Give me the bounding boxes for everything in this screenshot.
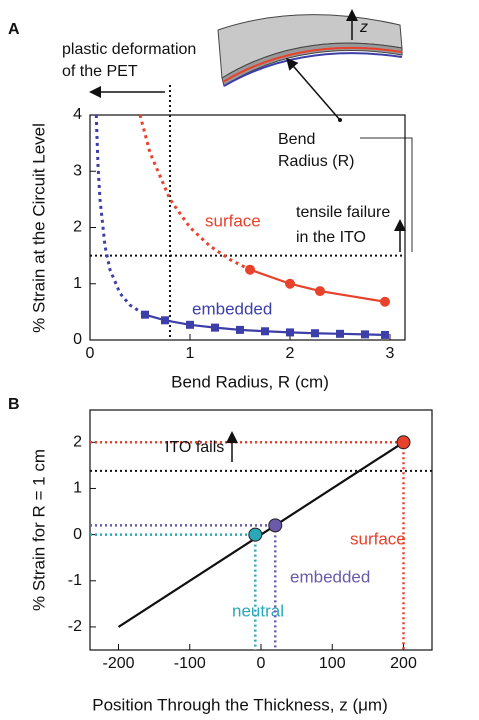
annotation: in the ITO <box>296 229 366 246</box>
marker <box>141 310 149 319</box>
annotation: tensile failure <box>296 204 390 221</box>
y-axis-label: % Strain at the Circuit Level <box>29 123 48 333</box>
marker <box>361 330 369 339</box>
x-tick-label: 200 <box>390 655 417 672</box>
y-tick-label: 1 <box>73 275 82 292</box>
marker <box>268 518 283 533</box>
series-label: embedded <box>290 567 370 586</box>
axis-symbol: z <box>359 19 368 36</box>
series-line <box>249 268 386 303</box>
y-tick-label: 0 <box>73 331 82 348</box>
annotation: plastic deformation <box>62 41 196 58</box>
marker <box>315 286 325 297</box>
annotation: of the PET <box>62 63 138 80</box>
y-axis-label: % Strain for R = 1 cm <box>29 449 48 611</box>
x-tick-label: 1 <box>186 345 195 362</box>
x-tick-label: -100 <box>174 655 206 672</box>
x-axis-label: Position Through the Thickness, z (μm) <box>92 695 387 714</box>
sheet-illustration <box>217 9 413 252</box>
marker <box>285 278 295 289</box>
marker <box>381 330 389 339</box>
series-label: surface <box>350 529 406 548</box>
x-tick-label: 2 <box>286 345 295 362</box>
series-line <box>138 114 251 272</box>
marker <box>380 296 390 307</box>
series-label: surface <box>205 211 261 230</box>
panel-label: A <box>8 21 20 38</box>
annotation: ITO fails <box>165 439 224 456</box>
y-tick-label: -1 <box>68 572 82 589</box>
marker <box>236 325 244 334</box>
y-tick-label: 2 <box>73 219 82 236</box>
marker <box>245 264 255 275</box>
marker <box>336 329 344 338</box>
series-line <box>94 114 146 316</box>
panel-label: B <box>8 396 20 413</box>
y-tick-label: 2 <box>73 434 82 451</box>
marker <box>161 316 169 325</box>
x-tick-label: -200 <box>102 655 134 672</box>
y-tick-label: 0 <box>73 526 82 543</box>
marker <box>311 329 319 338</box>
y-tick-label: 1 <box>73 480 82 497</box>
x-axis-label: Bend Radius, R (cm) <box>171 372 329 391</box>
x-tick-label: 0 <box>257 655 266 672</box>
marker <box>261 327 269 336</box>
marker <box>248 527 263 542</box>
marker <box>211 323 219 332</box>
series-label: neutral <box>232 601 284 620</box>
marker <box>396 435 411 450</box>
annotation: Radius (R) <box>278 153 354 170</box>
x-tick-label: 100 <box>319 655 346 672</box>
marker <box>186 320 194 329</box>
y-tick-label: -2 <box>68 618 82 635</box>
series-label: embedded <box>192 299 272 318</box>
x-tick-label: 0 <box>86 345 95 362</box>
y-tick-label: 3 <box>73 162 82 179</box>
annotation: Bend <box>278 131 315 148</box>
marker <box>286 328 294 337</box>
y-tick-label: 4 <box>73 106 82 123</box>
x-tick-label: 3 <box>386 345 395 362</box>
